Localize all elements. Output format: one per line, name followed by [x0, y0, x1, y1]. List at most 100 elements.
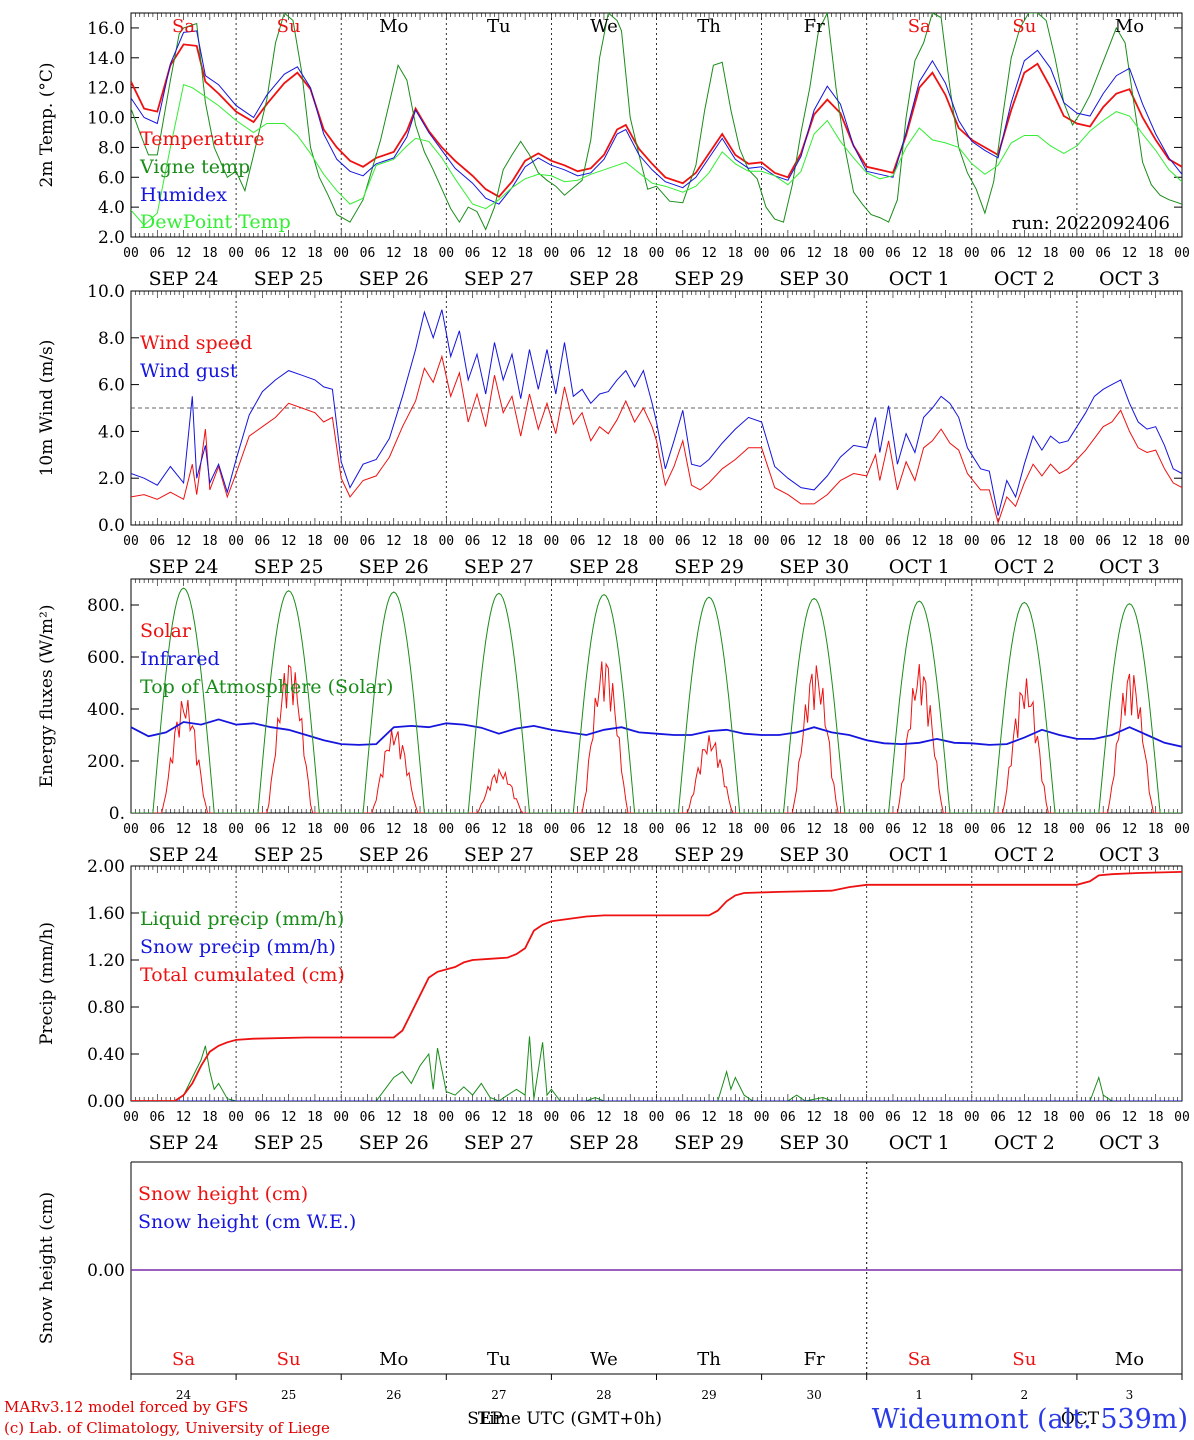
hour-tick-label: 18	[1043, 822, 1059, 837]
hour-tick-label: 00	[1174, 822, 1190, 837]
date-label: SEP 30	[779, 1132, 849, 1154]
legend-item: Top of Atmosphere (Solar)	[140, 676, 393, 698]
y-axis-label: 10m Wind (m/s)	[37, 340, 57, 477]
weekday-label: Su	[277, 16, 301, 37]
hour-tick-label: 18	[1148, 822, 1164, 837]
hour-tick-label: 12	[491, 822, 507, 837]
date-label: OCT 3	[1099, 844, 1160, 866]
date-label: SEP 25	[254, 268, 324, 290]
hour-tick-label: 06	[885, 822, 901, 837]
date-label: SEP 27	[464, 1132, 534, 1154]
hour-tick-label: 18	[1148, 534, 1164, 549]
hour-tick-label: 00	[228, 246, 244, 261]
hour-tick-label: 00	[544, 1110, 560, 1125]
date-label: SEP 26	[359, 844, 429, 866]
legend-item: Snow height (cm)	[138, 1183, 308, 1205]
hour-tick-label: 00	[228, 822, 244, 837]
y-axis-label: 2m Temp. (°C)	[37, 62, 57, 187]
y-tick-label: 10.0	[87, 282, 125, 302]
y-tick-label: 800.	[87, 596, 125, 616]
hour-tick-label: 18	[307, 1110, 323, 1125]
weekday-label: Fr	[804, 1349, 825, 1370]
hour-tick-label: 12	[386, 822, 402, 837]
hour-tick-label: 06	[570, 822, 586, 837]
hour-tick-label: 18	[833, 1110, 849, 1125]
hour-tick-label: 06	[255, 1110, 271, 1125]
weekday-label: We	[590, 1349, 618, 1370]
hour-tick-label: 12	[911, 822, 927, 837]
date-label: SEP 27	[464, 556, 534, 578]
x-axis-label: Time UTC (GMT+0h)	[478, 1409, 662, 1429]
y-tick-label: 0.0	[98, 516, 125, 536]
hour-tick-label: 12	[911, 534, 927, 549]
hour-tick-label: 12	[491, 534, 507, 549]
hour-tick-label: 12	[1017, 534, 1033, 549]
hour-tick-label: 18	[202, 1110, 218, 1125]
weekday-label: Su	[1012, 1349, 1036, 1370]
date-label: SEP 25	[254, 556, 324, 578]
hour-tick-label: 06	[465, 246, 481, 261]
hour-tick-label: 12	[701, 246, 717, 261]
hour-tick-label: 06	[885, 534, 901, 549]
hour-tick-label: 18	[727, 822, 743, 837]
hour-tick-label: 12	[701, 534, 717, 549]
hour-tick-label: 00	[649, 534, 665, 549]
legend-item: DewPoint Temp	[140, 211, 291, 233]
hour-tick-label: 06	[465, 534, 481, 549]
hour-tick-label: 18	[202, 822, 218, 837]
date-label: OCT 3	[1099, 268, 1160, 290]
hour-tick-label: 00	[964, 822, 980, 837]
weekday-label: We	[590, 16, 618, 37]
hour-tick-label: 06	[360, 246, 376, 261]
hour-tick-label: 18	[622, 1110, 638, 1125]
date-label: SEP 27	[464, 268, 534, 290]
series-line-infrared	[131, 718, 1182, 748]
hour-tick-label: 06	[149, 822, 165, 837]
hour-tick-label: 06	[990, 534, 1006, 549]
hour-tick-label: 12	[281, 1110, 297, 1125]
date-label: OCT 1	[889, 844, 950, 866]
series-line-humidex	[131, 30, 1182, 205]
series-line-liquid-precip-mm-h-	[131, 1036, 1182, 1101]
date-label: OCT 2	[994, 268, 1055, 290]
date-label: OCT 3	[1099, 556, 1160, 578]
date-label: OCT 1	[889, 556, 950, 578]
legend-item: Solar	[140, 620, 192, 642]
hour-tick-label: 00	[754, 1110, 770, 1125]
series-line-top-of-atmosphere-solar-	[131, 587, 1182, 813]
hour-tick-label: 00	[544, 246, 560, 261]
date-label: SEP 26	[359, 556, 429, 578]
date-label: SEP 28	[569, 556, 639, 578]
hour-tick-label: 18	[1043, 534, 1059, 549]
hour-tick-label: 18	[517, 534, 533, 549]
y-tick-label: 1.60	[87, 904, 125, 924]
hour-tick-label: 00	[1069, 246, 1085, 261]
hour-tick-label: 00	[1174, 534, 1190, 549]
hour-tick-label: 06	[570, 534, 586, 549]
weekday-label: Mo	[1115, 1349, 1144, 1370]
hour-tick-label: 00	[123, 1110, 139, 1125]
hour-tick-label: 06	[885, 246, 901, 261]
hour-tick-label: 00	[649, 822, 665, 837]
hour-tick-label: 00	[1174, 1110, 1190, 1125]
hour-tick-label: 18	[622, 246, 638, 261]
day-number-label: 2	[1021, 1388, 1029, 1402]
weekday-label: Mo	[379, 16, 408, 37]
hour-tick-label: 12	[491, 1110, 507, 1125]
hour-tick-label: 06	[885, 1110, 901, 1125]
y-tick-label: 2.00	[87, 857, 125, 877]
y-axis-label: Energy fluxes (W/m²)	[37, 605, 57, 788]
y-tick-label: 6.0	[98, 376, 125, 396]
hour-tick-label: 12	[806, 534, 822, 549]
day-number-label: 24	[176, 1388, 192, 1402]
date-label: OCT 1	[889, 1132, 950, 1154]
hour-tick-label: 12	[1122, 1110, 1138, 1125]
hour-tick-label: 18	[727, 246, 743, 261]
date-label: SEP 30	[779, 844, 849, 866]
y-axis-label: Snow height (cm)	[37, 1192, 57, 1344]
hour-tick-label: 06	[149, 534, 165, 549]
y-tick-label: 2.0	[98, 228, 125, 248]
hour-tick-label: 18	[1043, 1110, 1059, 1125]
hour-tick-label: 06	[149, 246, 165, 261]
hour-tick-label: 18	[307, 246, 323, 261]
